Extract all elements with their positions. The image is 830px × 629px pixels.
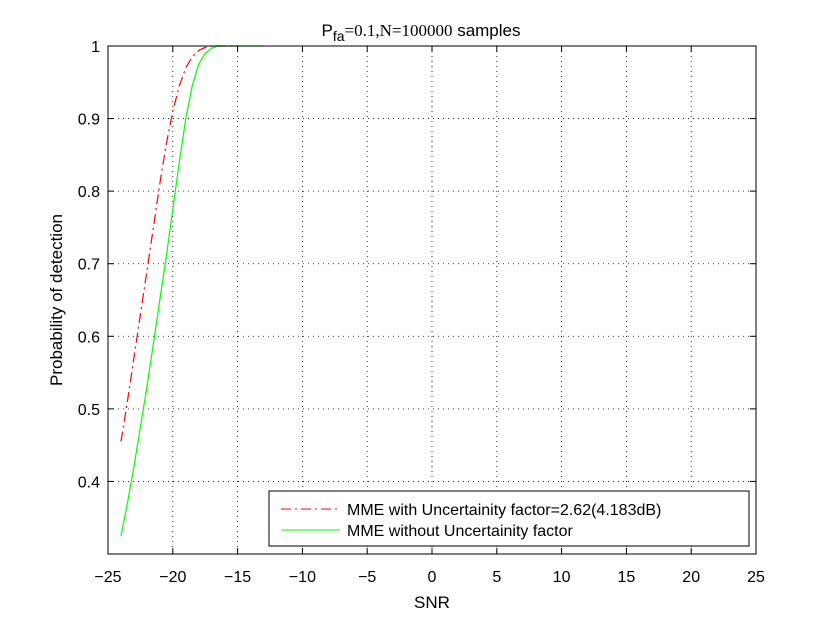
x-tick-label: 10 [553,569,571,586]
x-tick-label: 5 [492,569,501,586]
x-tick-label: −10 [289,569,316,586]
y-tick-label: 0.5 [78,402,100,419]
plot-frame [107,45,757,555]
x-axis-label: SNR [414,593,450,612]
axis-ticks: −25 −20 −15 −10 −5 0 5 10 15 20 25 0.4 0.5 0.6 0.7 0.8 0… [78,39,765,586]
grid [108,46,756,554]
x-tick-label: −5 [358,569,376,586]
y-tick-label: 0.7 [78,257,100,274]
x-tick-label: −20 [159,569,186,586]
legend-label-series-1: MME with Uncertainity factor=2.62(4.183d… [347,502,661,519]
x-tick-label: −25 [94,569,121,586]
x-tick-label: 15 [618,569,636,586]
y-tick-label: 0.9 [78,112,100,129]
x-tick-label: 25 [747,569,765,586]
x-tick-label: 20 [682,569,700,586]
plot-lines [120,45,264,537]
x-tick-label: 0 [428,569,437,586]
y-tick-label: 1 [91,39,100,56]
y-tick-label: 0.8 [78,184,100,201]
chart-title: Pfa=0.1,N=100000 samples [321,21,520,44]
y-axis-label: Probability of detection [47,214,66,386]
x-tick-label: −15 [224,569,251,586]
y-tick-label: 0.4 [78,474,100,491]
y-tick-label: 0.6 [78,329,100,346]
series-line-2 [120,45,264,537]
series-line-1 [120,45,238,442]
legend-box [268,490,750,547]
legend: MME with Uncertainity factor=2.62(4.183d… [268,490,750,547]
legend-label-series-2: MME without Uncertainity factor [347,523,574,540]
